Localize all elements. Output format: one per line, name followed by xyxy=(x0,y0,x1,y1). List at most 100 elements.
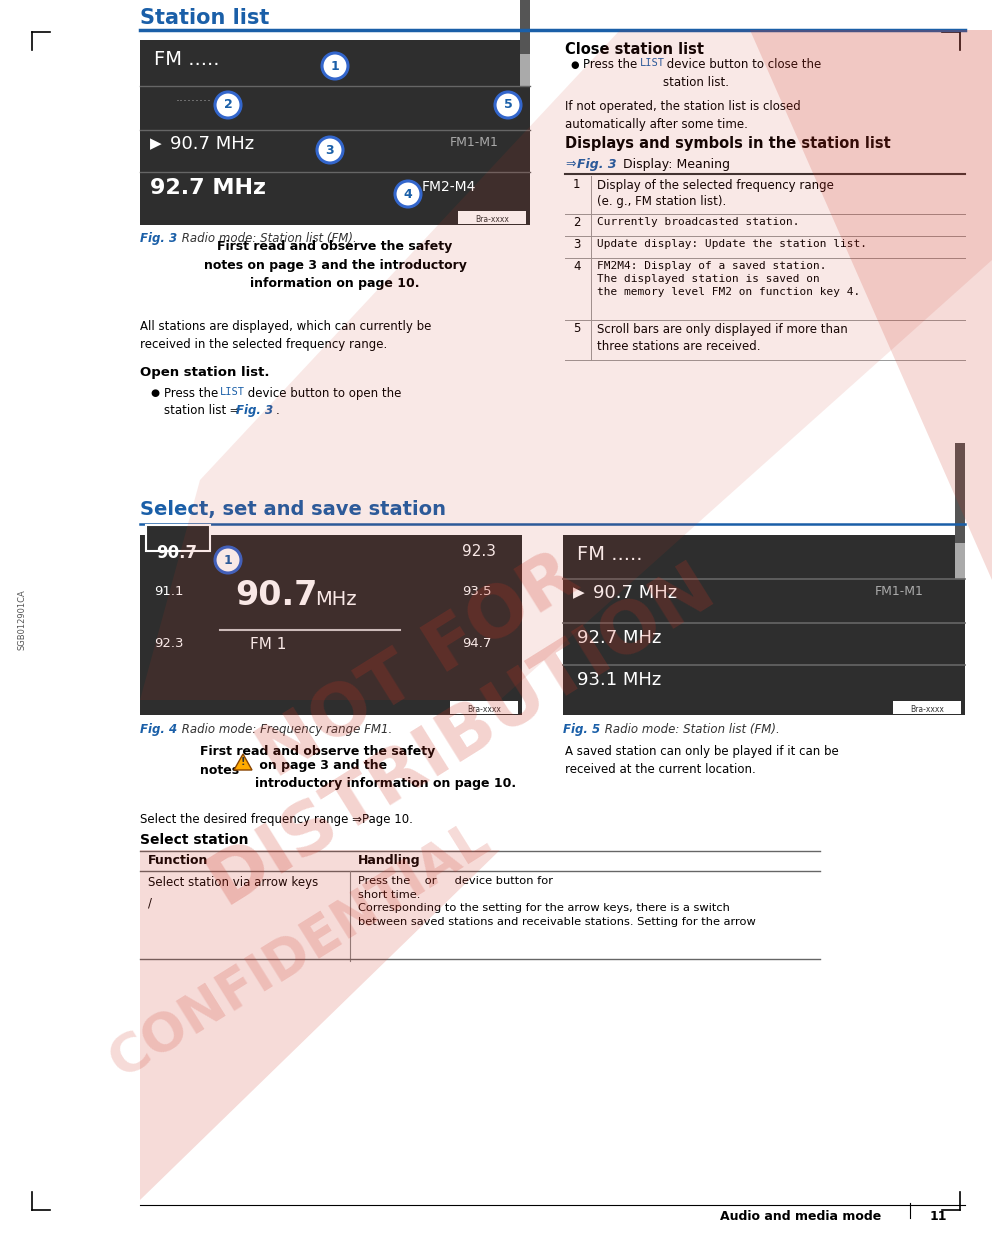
Text: Fig. 3: Fig. 3 xyxy=(140,232,178,245)
Text: FM 1: FM 1 xyxy=(250,637,287,652)
Text: Bra-xxxx: Bra-xxxx xyxy=(910,704,944,713)
FancyBboxPatch shape xyxy=(955,543,965,579)
Text: 93.5: 93.5 xyxy=(462,585,491,597)
FancyBboxPatch shape xyxy=(458,211,526,224)
Text: Fig. 4: Fig. 4 xyxy=(140,723,178,737)
Text: 2: 2 xyxy=(223,98,232,112)
Text: MHz: MHz xyxy=(315,590,357,609)
Text: If not operated, the station list is closed
automatically after some time.: If not operated, the station list is clo… xyxy=(565,101,801,130)
Circle shape xyxy=(215,546,241,573)
Text: Bra-xxxx: Bra-xxxx xyxy=(467,704,501,713)
Circle shape xyxy=(322,53,348,79)
Text: SGB012901CA: SGB012901CA xyxy=(18,590,27,651)
Text: .: . xyxy=(276,404,280,417)
Circle shape xyxy=(317,137,343,163)
Text: LIST: LIST xyxy=(640,58,665,68)
Text: Displays and symbols in the station list: Displays and symbols in the station list xyxy=(565,137,891,152)
FancyBboxPatch shape xyxy=(955,443,965,579)
Text: 93.1 MHz: 93.1 MHz xyxy=(577,671,662,689)
Text: Press the: Press the xyxy=(583,58,641,71)
Text: device button to close the
station list.: device button to close the station list. xyxy=(663,58,821,89)
Text: 92.3: 92.3 xyxy=(154,637,184,650)
Text: 90.7 MHz: 90.7 MHz xyxy=(170,135,254,153)
Text: Radio mode: Frequency range FM1.: Radio mode: Frequency range FM1. xyxy=(178,723,392,737)
Text: !: ! xyxy=(241,758,245,768)
Text: Select station via arrow keys
/: Select station via arrow keys / xyxy=(148,876,318,909)
Text: Select the desired frequency range ⇒Page 10.: Select the desired frequency range ⇒Page… xyxy=(140,814,413,826)
Text: 92.7 MHz: 92.7 MHz xyxy=(577,628,662,647)
FancyBboxPatch shape xyxy=(450,700,518,714)
Text: 92.7 MHz: 92.7 MHz xyxy=(150,178,266,197)
Text: FM .....: FM ..... xyxy=(154,50,219,70)
Text: 4: 4 xyxy=(404,188,413,200)
Text: Select, set and save station: Select, set and save station xyxy=(140,501,446,519)
Text: .........: ......... xyxy=(176,91,212,104)
Text: 90.7 MHz: 90.7 MHz xyxy=(593,584,678,602)
Text: Fig. 3: Fig. 3 xyxy=(577,158,617,171)
FancyBboxPatch shape xyxy=(146,525,210,551)
Text: ●: ● xyxy=(570,60,578,70)
FancyBboxPatch shape xyxy=(140,535,522,715)
Text: First read and observe the safety
notes on page 3 and the introductory
informati: First read and observe the safety notes … xyxy=(203,240,466,289)
Text: LIST: LIST xyxy=(220,388,245,397)
Text: 3: 3 xyxy=(325,144,334,156)
FancyBboxPatch shape xyxy=(520,53,530,86)
Text: 2: 2 xyxy=(573,216,580,229)
Text: 3: 3 xyxy=(573,238,580,251)
Text: CONFIDENTIAL: CONFIDENTIAL xyxy=(100,812,499,1088)
Text: All stations are displayed, which can currently be
received in the selected freq: All stations are displayed, which can cu… xyxy=(140,320,432,351)
Text: Audio and media mode: Audio and media mode xyxy=(720,1210,881,1223)
Text: Bra-xxxx: Bra-xxxx xyxy=(475,215,509,224)
Text: 90.7: 90.7 xyxy=(156,544,197,561)
Polygon shape xyxy=(140,850,500,1200)
Text: station list ⇒: station list ⇒ xyxy=(164,404,240,417)
Text: Update display: Update the station list.: Update display: Update the station list. xyxy=(597,238,867,248)
Polygon shape xyxy=(580,30,992,580)
Text: Radio mode: Station list (FM).: Radio mode: Station list (FM). xyxy=(601,723,780,737)
Text: Function: Function xyxy=(148,854,208,867)
Text: Display: Meaning: Display: Meaning xyxy=(619,158,730,171)
Circle shape xyxy=(495,92,521,118)
FancyBboxPatch shape xyxy=(893,700,961,714)
Text: Display of the selected frequency range
(e. g., FM station list).: Display of the selected frequency range … xyxy=(597,179,834,209)
Text: device button to open the: device button to open the xyxy=(244,388,402,400)
Text: 1: 1 xyxy=(223,554,232,566)
Text: Press the: Press the xyxy=(164,388,222,400)
Text: 1: 1 xyxy=(330,60,339,72)
Text: NOT FOR
DISTRIBUTION: NOT FOR DISTRIBUTION xyxy=(154,483,726,918)
FancyBboxPatch shape xyxy=(520,0,530,86)
Text: 5: 5 xyxy=(504,98,513,112)
Text: 91.1: 91.1 xyxy=(154,585,184,597)
Text: Radio mode: Station list (FM).: Radio mode: Station list (FM). xyxy=(178,232,357,245)
Text: FM2M4: Display of a saved station.
The displayed station is saved on
the memory : FM2M4: Display of a saved station. The d… xyxy=(597,261,860,297)
Text: Close station list: Close station list xyxy=(565,42,704,57)
Text: 5: 5 xyxy=(573,322,580,335)
Text: FM1-M1: FM1-M1 xyxy=(450,137,499,149)
Text: FM2-M4: FM2-M4 xyxy=(422,180,476,194)
Text: FM .....: FM ..... xyxy=(577,545,643,564)
Text: 4: 4 xyxy=(573,260,580,273)
Text: on page 3 and the
introductory information on page 10.: on page 3 and the introductory informati… xyxy=(255,759,516,790)
Text: Station list: Station list xyxy=(140,7,270,29)
Text: 92.3: 92.3 xyxy=(462,544,496,559)
Text: FM1-M1: FM1-M1 xyxy=(875,585,924,597)
Text: A saved station can only be played if it can be
received at the current location: A saved station can only be played if it… xyxy=(565,745,839,776)
Text: Handling: Handling xyxy=(358,854,421,867)
Text: ▶: ▶ xyxy=(573,585,584,600)
Text: Currently broadcasted station.: Currently broadcasted station. xyxy=(597,217,800,227)
Text: ●: ● xyxy=(150,388,159,397)
Text: 94.7: 94.7 xyxy=(462,637,491,650)
FancyBboxPatch shape xyxy=(140,40,530,225)
Text: First read and observe the safety
notes: First read and observe the safety notes xyxy=(200,745,435,776)
Text: Scroll bars are only displayed if more than
three stations are received.: Scroll bars are only displayed if more t… xyxy=(597,323,848,353)
Text: ▶: ▶ xyxy=(150,137,162,152)
Text: 90.7: 90.7 xyxy=(235,579,317,612)
Text: Fig. 3: Fig. 3 xyxy=(236,404,273,417)
Polygon shape xyxy=(234,754,252,770)
Text: ⇒: ⇒ xyxy=(565,158,575,171)
Polygon shape xyxy=(140,30,992,700)
Circle shape xyxy=(395,181,421,207)
Text: 11: 11 xyxy=(930,1210,947,1223)
Text: Fig. 5: Fig. 5 xyxy=(563,723,600,737)
Circle shape xyxy=(215,92,241,118)
